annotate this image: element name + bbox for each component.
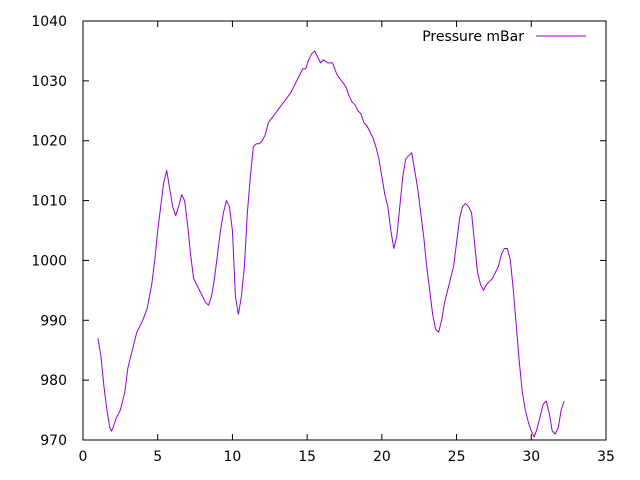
x-tick-label: 15	[298, 449, 316, 465]
x-tick-label: 10	[224, 449, 242, 465]
y-tick-label: 1030	[31, 74, 67, 90]
plot-frame	[82, 20, 607, 441]
y-tick-label: 990	[40, 313, 67, 329]
x-tick-label: 25	[448, 449, 466, 465]
x-tick-label: 20	[373, 449, 391, 465]
legend: Pressure mBar	[422, 29, 586, 45]
x-tick-label: 5	[153, 449, 162, 465]
x-tick-label: 0	[79, 449, 88, 465]
y-tick-label: 1010	[31, 194, 67, 210]
y-axis: 970 980 990 1000 1010 1020 1030 1040	[31, 14, 606, 449]
series-layer	[97, 50, 565, 438]
y-tick-label: 1000	[31, 253, 67, 269]
x-axis: 0 5 10 15 20 25 30 35	[79, 21, 615, 465]
y-tick-label: 1020	[31, 134, 67, 150]
legend-label: Pressure mBar	[422, 29, 524, 45]
y-tick-label: 970	[40, 433, 67, 449]
y-tick-label: 1040	[31, 14, 67, 30]
series-line-pressure	[97, 50, 565, 438]
x-tick-label: 35	[597, 449, 615, 465]
y-tick-label: 980	[40, 373, 67, 389]
x-tick-label: 30	[522, 449, 540, 465]
